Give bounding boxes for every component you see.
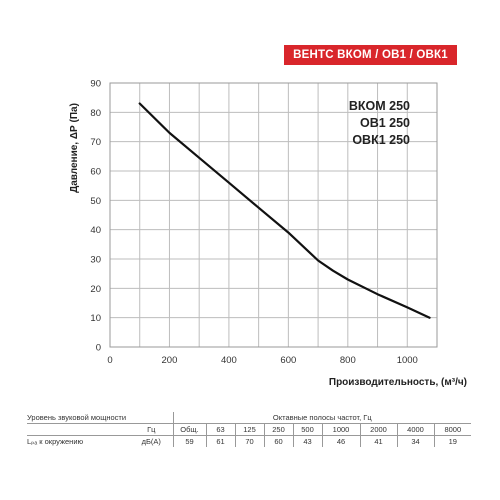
freq-header: 63 xyxy=(205,423,235,436)
y-tick-label: 30 xyxy=(90,255,101,266)
noise-value: 34 xyxy=(396,435,434,447)
y-tick-label: 60 xyxy=(90,167,101,178)
x-tick-label: 800 xyxy=(340,355,356,366)
octave-title: Октавные полосы частот, Гц xyxy=(172,412,472,424)
noise-value: 19 xyxy=(433,435,472,447)
y-tick-label: 0 xyxy=(96,343,101,354)
y-tick-label: 40 xyxy=(90,225,101,236)
noise-value: 41 xyxy=(359,435,397,447)
series-banner: ВЕНТС ВКОМ / ОВ1 / ОВК1 xyxy=(284,45,457,65)
freq-unit: Гц xyxy=(130,423,173,436)
x-tick-label: 400 xyxy=(221,355,237,366)
noise-value: 46 xyxy=(321,435,360,447)
chart-grid xyxy=(109,82,438,348)
noise-unit: дБ(А) xyxy=(130,435,173,447)
performance-curve xyxy=(138,102,431,319)
y-tick-label: 90 xyxy=(90,79,101,90)
x-axis-label: Производительность, (м³/ч) xyxy=(329,377,467,388)
y-tick-label: 70 xyxy=(90,137,101,148)
freq-header: 125 xyxy=(234,423,264,436)
noise-title: Уровень звуковой мощности xyxy=(27,413,127,422)
freq-header: 1000 xyxy=(321,423,360,436)
noise-value: 61 xyxy=(205,435,235,447)
x-tick-label: 1000 xyxy=(397,355,418,366)
x-tick-label: 600 xyxy=(280,355,296,366)
noise-value: 70 xyxy=(234,435,264,447)
noise-table: Уровень звуковой мощности Октавные полос… xyxy=(27,412,472,447)
model-label: ВКОМ 250 xyxy=(349,99,410,113)
y-tick-labels: 0 10 20 30 40 50 60 70 80 90 xyxy=(90,79,101,354)
x-tick-label: 200 xyxy=(162,355,178,366)
y-tick-label: 80 xyxy=(90,108,101,119)
freq-header: 4000 xyxy=(396,423,434,436)
y-tick-label: 20 xyxy=(90,284,101,295)
freq-header: 8000 xyxy=(433,423,472,436)
freq-header: Общ. xyxy=(172,423,206,436)
freq-header: 500 xyxy=(292,423,322,436)
freq-header: 2000 xyxy=(359,423,397,436)
noise-value: 59 xyxy=(172,435,206,447)
noise-value: 43 xyxy=(292,435,322,447)
x-tick-label: 0 xyxy=(107,355,112,366)
noise-row-label: Lₚₐ к окружению xyxy=(27,435,130,447)
y-tick-label: 50 xyxy=(90,196,101,207)
model-label: ОВ1 250 xyxy=(360,116,410,130)
y-axis-label: Давление, ΔР (Па) xyxy=(69,103,80,193)
y-tick-label: 10 xyxy=(90,313,101,324)
performance-chart: 0 10 20 30 40 50 60 70 80 90 0 200 400 600 800 1000 Да… xyxy=(69,79,467,389)
model-labels: ВКОМ 250 ОВ1 250 ОВК1 250 xyxy=(349,99,410,147)
x-tick-labels: 0 200 400 600 800 1000 xyxy=(107,355,417,366)
freq-header: 250 xyxy=(263,423,293,436)
model-label: ОВК1 250 xyxy=(352,133,410,147)
noise-value: 60 xyxy=(263,435,293,447)
plot-frame xyxy=(109,82,438,348)
